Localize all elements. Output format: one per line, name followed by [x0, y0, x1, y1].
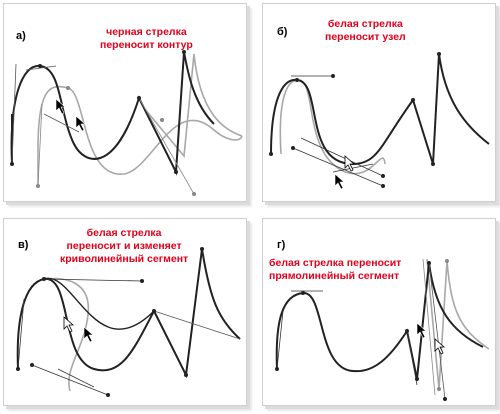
- black-arrow-cursor-icon: [55, 98, 66, 115]
- panel-v-letter: в): [18, 239, 29, 251]
- moved-contour-path: [37, 85, 243, 186]
- black-arrow-cursor-icon: [83, 326, 94, 343]
- panel-g-caption: белая стрелка переносит прямолинейный се…: [269, 257, 401, 283]
- panel-a-letter: а): [16, 30, 26, 42]
- panel-b-drawing: [269, 52, 490, 190]
- panel-g-caption-line-1: белая стрелка переносит: [269, 257, 402, 269]
- white-arrow-cursor-icon: [63, 316, 75, 333]
- panel-v-caption-line-2: переносит и изменяет: [66, 240, 182, 252]
- contour-path: [270, 53, 490, 166]
- panel-v-caption-line-1: белая стрелка: [86, 227, 162, 239]
- original-contour-path: [10, 51, 215, 176]
- panel-g-caption-line-2: прямолинейный сегмент: [269, 270, 400, 282]
- panel-a-caption: черная стрелка переносит контур: [100, 26, 193, 52]
- panel-v-caption-line-3: криволинейный сегмент: [60, 253, 189, 265]
- panel-v-caption: белая стрелка переносит и изменяет криво…: [60, 227, 188, 266]
- panel-v: в) белая стрелка переносит и изменяет кр…: [3, 218, 247, 406]
- panel-g-drawing: [275, 258, 490, 401]
- panel-b-caption: белая стрелка переносит узел: [325, 18, 406, 44]
- panel-g-letter: г): [277, 239, 286, 251]
- panel-a: а) черная стрелка переносит контур: [3, 3, 247, 202]
- contour-path: [275, 262, 484, 380]
- panel-b: б) белая стрелка переносит узел: [262, 3, 496, 202]
- white-arrow-cursor-icon: [344, 155, 356, 172]
- panel-a-drawing: [10, 50, 243, 196]
- panel-v-drawing: [16, 247, 241, 397]
- black-arrow-cursor-icon: [334, 173, 345, 190]
- black-arrow-cursor-icon: [416, 322, 427, 339]
- panel-a-caption-line-1: черная стрелка: [106, 26, 187, 38]
- panel-g: г) белая стрелка переносит прямолинейный…: [262, 218, 496, 406]
- panel-a-caption-line-2: переносит контур: [100, 39, 193, 51]
- white-arrow-cursor-icon: [434, 338, 446, 355]
- panel-b-letter: б): [277, 26, 288, 38]
- panel-b-caption-line-2: переносит узел: [325, 31, 406, 43]
- modified-segment-path: [43, 277, 155, 330]
- ghost-curve-path: [279, 79, 386, 175]
- contour-path: [16, 248, 241, 379]
- panel-b-caption-line-1: белая стрелка: [327, 18, 403, 30]
- black-arrow-cursor-icon: [75, 115, 86, 132]
- moved-contour-zigzag: [143, 53, 243, 158]
